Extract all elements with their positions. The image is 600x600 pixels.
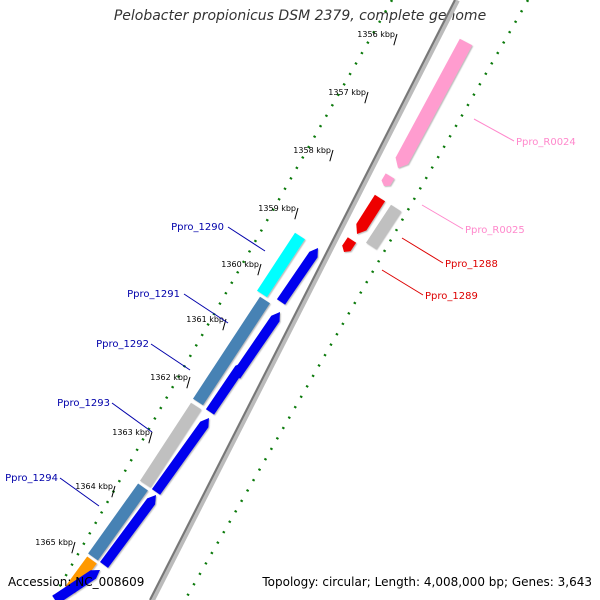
tick-label-7: 1363 kbp — [112, 428, 150, 437]
cds-arrow-1 — [276, 248, 318, 305]
leader-line-ppro-1288 — [401, 237, 444, 264]
tick-label-0: 1356 kbp — [357, 30, 395, 39]
tick-mark-4 — [257, 263, 262, 276]
leader-line-ppro-1291 — [183, 293, 229, 324]
label-ppro-r0025: Ppro_R0025 — [465, 225, 525, 236]
tick-label-9: 1365 kbp — [35, 538, 73, 547]
tick-label-8: 1364 kbp — [75, 482, 113, 491]
gene-labels: Ppro_R0024 Ppro_R0025 Ppro_1288 Ppro_1289 Pp… — [5, 118, 576, 507]
label-ppro-1288: Ppro_1288 — [445, 259, 498, 270]
label-ppro-1292: Ppro_1292 — [96, 339, 149, 350]
genome-title: Pelobacter propionicus DSM 2379, complet… — [113, 8, 487, 24]
label-ppro-1290: Ppro_1290 — [171, 222, 224, 233]
gene-ppro-1291 — [193, 296, 270, 406]
tick-label-5: 1361 kbp — [186, 315, 224, 324]
genome-summary: Topology: circular; Length: 4,008,000 bp… — [262, 575, 592, 589]
accession-text: Accession: NC_008609 — [8, 575, 145, 589]
tick-mark-8 — [111, 485, 116, 498]
tick-label-3: 1359 kbp — [258, 204, 296, 213]
genome-backbone — [149, 0, 460, 600]
gene-ppro-1289 — [366, 204, 401, 250]
label-ppro-1289: Ppro_1289 — [425, 291, 478, 302]
tick-mark-0 — [393, 33, 398, 46]
leader-line-ppro-1290 — [227, 226, 266, 252]
cds-arrow-5 — [100, 495, 156, 568]
tick-mark-1 — [364, 91, 369, 104]
gene-ppro-1290 — [257, 232, 305, 298]
scale-ticks: 1356 kbp 1357 kbp 1358 kbp 1359 kbp 1360 kbp… — [35, 30, 398, 554]
gene-ppro-1292 — [140, 402, 201, 488]
cds-arrow-4 — [151, 418, 209, 495]
gene-ppro-1288-fragment — [342, 237, 357, 252]
leader-line-ppro-1293 — [111, 402, 153, 433]
tick-label-4: 1360 kbp — [221, 260, 259, 269]
leader-line-ppro-r0024 — [473, 118, 515, 142]
cds-arrow-6 — [52, 570, 100, 600]
leader-line-ppro-r0025 — [421, 204, 464, 230]
label-ppro-r0024: Ppro_R0024 — [516, 137, 576, 148]
leader-line-ppro-1294 — [59, 477, 100, 507]
label-ppro-1291: Ppro_1291 — [127, 289, 180, 300]
leader-line-ppro-1289 — [381, 269, 424, 296]
tick-label-2: 1358 kbp — [293, 146, 331, 155]
gene-features — [52, 38, 473, 600]
tick-mark-2 — [329, 149, 334, 162]
tick-mark-6 — [186, 376, 191, 389]
genome-backbone-edge — [149, 0, 456, 600]
leader-line-ppro-1292 — [150, 343, 191, 371]
tick-label-1: 1357 kbp — [328, 88, 366, 97]
cds-arrow-3 — [205, 362, 244, 415]
tick-label-6: 1362 kbp — [150, 373, 188, 382]
gene-ppro-1288 — [356, 194, 386, 234]
gene-ppro-r0025 — [381, 173, 395, 186]
label-ppro-1294: Ppro_1294 — [5, 473, 58, 484]
tick-mark-7 — [148, 431, 153, 444]
gene-ppro-r0024 — [395, 38, 473, 169]
tick-mark-9 — [71, 541, 76, 554]
label-ppro-1293: Ppro_1293 — [57, 398, 110, 409]
gene-ppro-1293 — [88, 483, 148, 561]
tick-mark-3 — [294, 207, 299, 220]
